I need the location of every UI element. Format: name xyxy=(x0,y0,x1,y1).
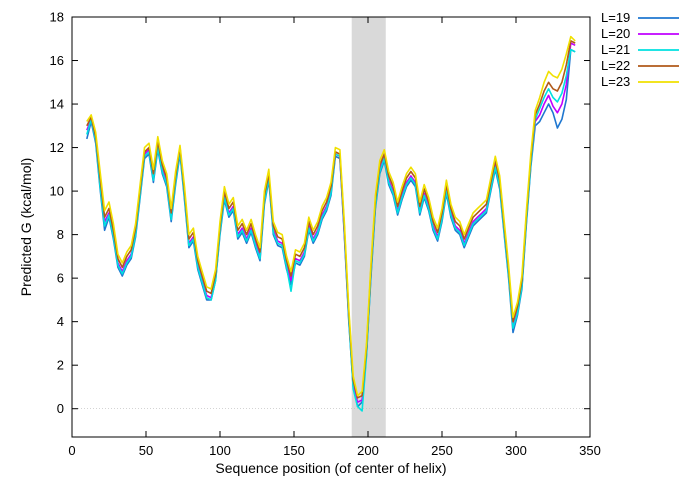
x-tick-label: 50 xyxy=(139,443,153,458)
x-tick-label: 300 xyxy=(505,443,527,458)
series-line-l-21 xyxy=(86,48,576,412)
series-lines xyxy=(86,35,576,412)
y-tick-label: 10 xyxy=(50,184,64,199)
y-tick-label: 2 xyxy=(57,358,64,373)
y-tick-label: 12 xyxy=(50,140,64,155)
plot-frame xyxy=(71,16,591,438)
legend-label: L=22 xyxy=(601,58,630,73)
legend-label: L=19 xyxy=(601,10,630,25)
legend-label: L=20 xyxy=(601,26,630,41)
x-tick-label: 200 xyxy=(357,443,379,458)
series-line-l-19 xyxy=(86,48,576,408)
axis-ticks: 0 50 100 150 200 250 300 350 0 2 4 6 8 10 12 14 16 18 xyxy=(50,10,601,459)
x-tick-label: 0 xyxy=(68,443,75,458)
series-line-l-20 xyxy=(86,42,576,403)
y-tick-label: 4 xyxy=(57,314,64,329)
y-tick-label: 14 xyxy=(50,97,64,112)
legend-label: L=21 xyxy=(601,42,630,57)
y-tick-label: 6 xyxy=(57,271,64,286)
x-tick-label: 150 xyxy=(283,443,305,458)
y-tick-label: 18 xyxy=(50,10,64,25)
series-line-l-23 xyxy=(86,35,576,397)
legend: L=19L=20L=21L=22L=23 xyxy=(601,10,679,89)
y-axis-title: Predicted G (kcal/mol) xyxy=(18,158,34,296)
legend-label: L=23 xyxy=(601,74,630,89)
y-tick-label: 16 xyxy=(50,53,64,68)
highlight-band xyxy=(351,17,386,437)
y-tick-label: 8 xyxy=(57,227,64,242)
y-tick-label: 0 xyxy=(57,401,64,416)
x-tick-label: 350 xyxy=(579,443,601,458)
x-tick-label: 250 xyxy=(431,443,453,458)
x-tick-label: 100 xyxy=(209,443,231,458)
x-axis-title: Sequence position (of center of helix) xyxy=(215,460,446,476)
